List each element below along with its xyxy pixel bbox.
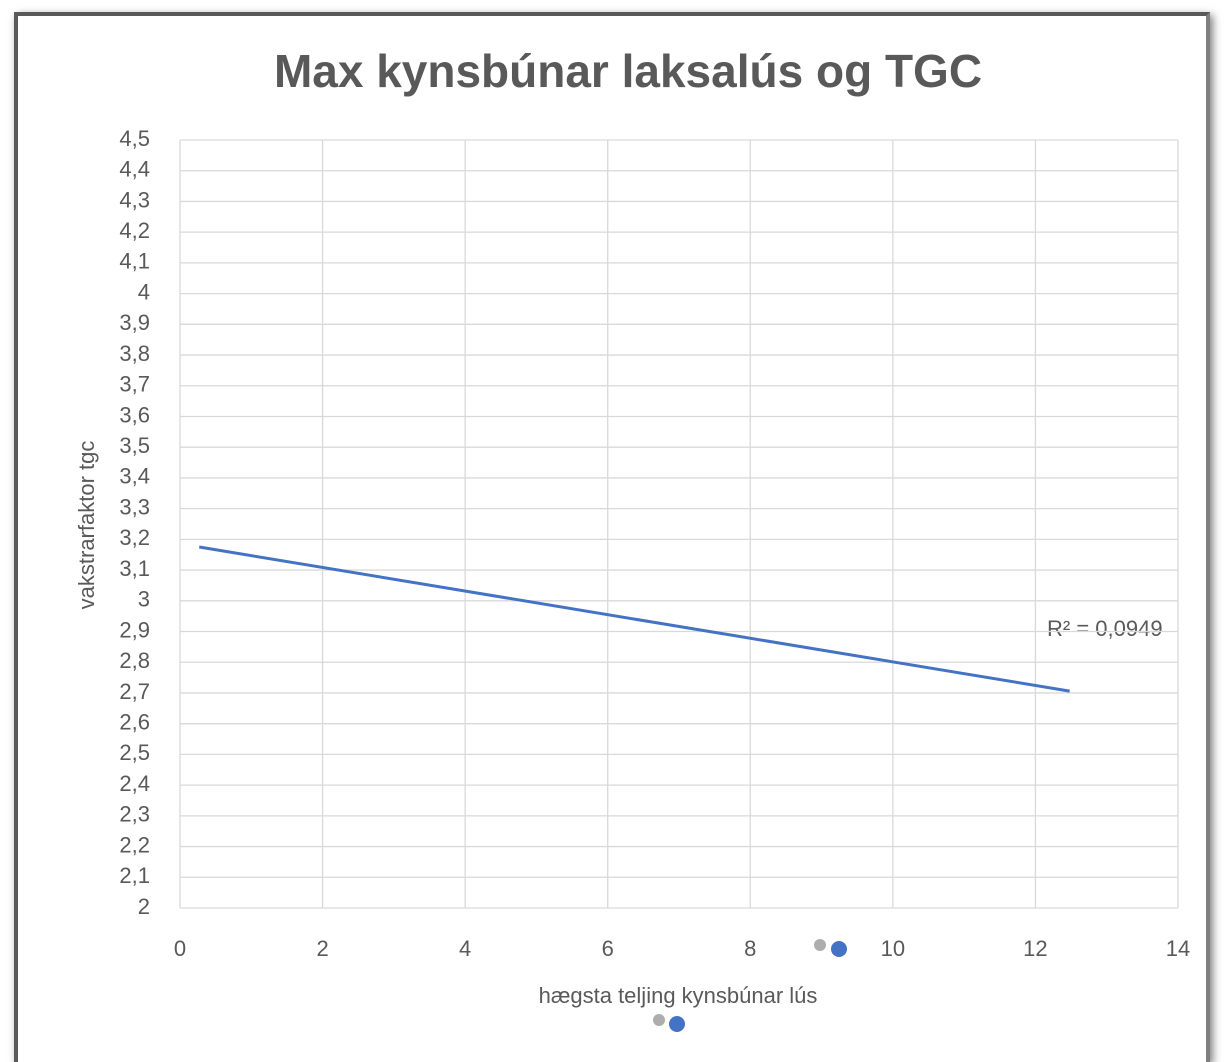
y-tick-label: 4,1 [119,249,150,274]
y-tick-label: 2,1 [119,863,150,888]
y-tick-label: 4,4 [119,157,150,182]
dot [669,1016,685,1032]
x-tick-label: 12 [1023,936,1047,961]
y-tick-label: 4,5 [119,126,150,151]
y-tick-label: 4 [138,279,150,304]
y-tick-label: 3 [138,587,150,612]
y-tick-label: 2,2 [119,832,150,857]
y-tick-label: 4,2 [119,218,150,243]
chart-title: Max kynsbúnar laksalús og TGC [274,45,982,97]
dot [831,941,847,957]
x-axis-label: hægsta teljing kynsbúnar lús [539,983,818,1008]
y-tick-label: 4,3 [119,187,150,212]
y-tick-label: 3,5 [119,433,150,458]
x-tick-label: 6 [602,936,614,961]
x-tick-label: 2 [316,936,328,961]
y-tick-label: 2,3 [119,802,150,827]
y-tick-label: 3,3 [119,494,150,519]
y-tick-label: 2,7 [119,679,150,704]
y-tick-label: 3,4 [119,464,150,489]
y-tick-label: 2,9 [119,617,150,642]
trendline [199,545,1070,693]
chart-frame [14,12,1210,1062]
x-tick-label: 0 [174,936,186,961]
y-tick-label: 3,8 [119,341,150,366]
y-tick-label: 3,9 [119,310,150,335]
x-tick-label: 14 [1166,936,1190,961]
annotation: R² = 0,0949 [1047,616,1163,641]
x-tick-label: 10 [881,936,905,961]
shadow-dot [653,1014,665,1026]
y-tick-label: 2,8 [119,648,150,673]
y-tick-label: 3,6 [119,402,150,427]
y-tick-label: 3,2 [119,525,150,550]
y-tick-label: 2,4 [119,771,150,796]
shadow-dot [814,939,826,951]
y-tick-label: 2,5 [119,740,150,765]
x-tick-label: 8 [744,936,756,961]
y-tick-label: 2,6 [119,709,150,734]
y-tick-label: 3,1 [119,556,150,581]
y-tick-label: 3,7 [119,372,150,397]
y-tick-label: 2 [138,894,150,919]
y-axis-label: vakstrarfaktor tgc [74,441,99,610]
x-tick-label: 4 [459,936,471,961]
